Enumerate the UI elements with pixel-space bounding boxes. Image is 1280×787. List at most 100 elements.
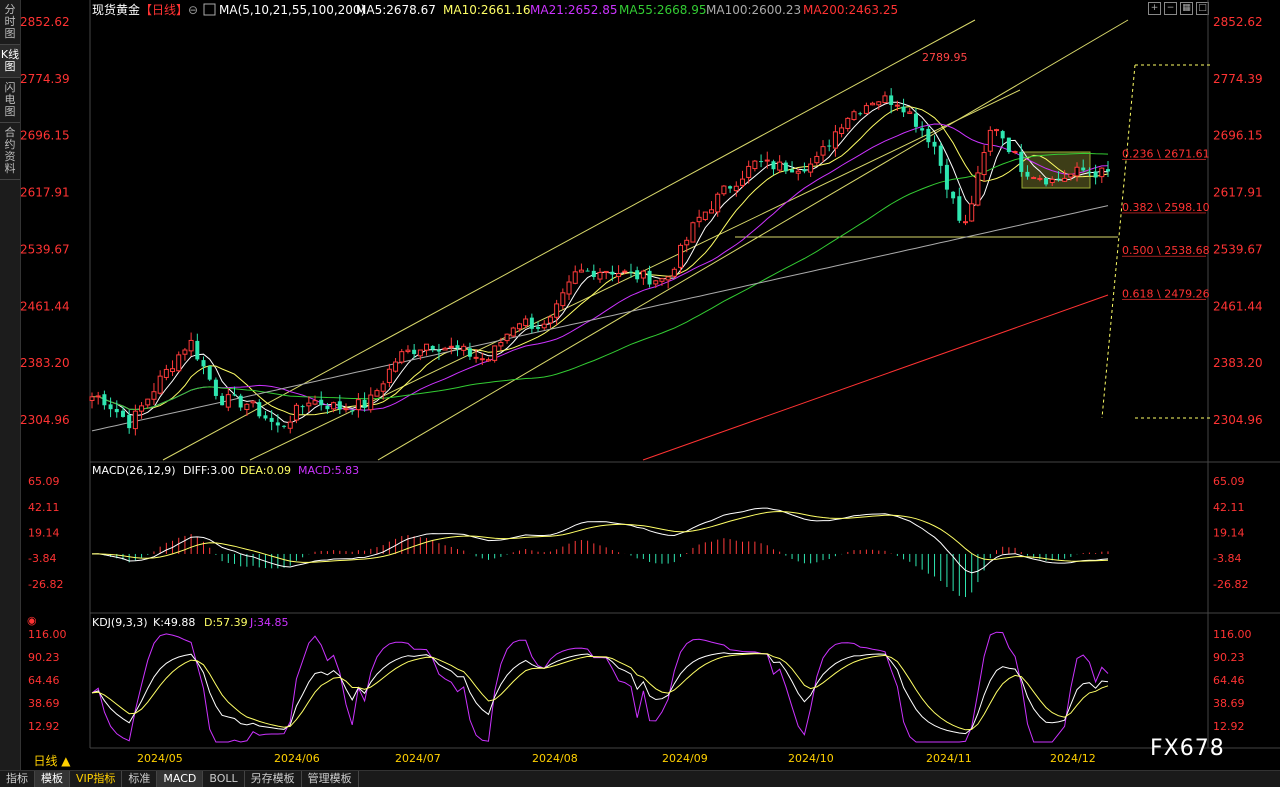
candle-body (913, 113, 918, 127)
candle-body (269, 417, 274, 422)
x-tick-label: 2024/07 (395, 752, 441, 765)
chart-canvas[interactable]: 现货黄金 【日线】 ⊖ MA(5,10,21,55,100,200) MA5:2… (0, 0, 1280, 770)
candle-body (300, 406, 305, 408)
kdj-k-line (91, 652, 1109, 735)
candle-body (845, 117, 851, 129)
candle-body (653, 280, 659, 285)
macd-diff-line (91, 507, 1109, 574)
candle-body (207, 366, 212, 380)
candle-body (1025, 171, 1030, 177)
candle-body (498, 342, 504, 347)
macd-legend: MACD(26,12,9) DIFF:3.00 DEA:0.09 MACD:5.… (92, 464, 359, 477)
macd-tick-left: -3.84 (28, 552, 56, 565)
y-tick-left: 2774.39 (20, 72, 70, 86)
tab-vip-indicators[interactable]: VIP指标 (70, 771, 123, 787)
candle-body (1006, 137, 1011, 153)
candle-body (591, 270, 596, 277)
tab-standard[interactable]: 标准 (122, 771, 158, 787)
candle-body (386, 368, 392, 383)
candle-body (665, 276, 671, 281)
y-tick-left: 2617.91 (20, 186, 70, 200)
tab-boll[interactable]: BOLL (203, 771, 245, 787)
candle-body (479, 358, 485, 361)
candle-body (870, 102, 876, 106)
grid-icon[interactable]: ▦ (1180, 2, 1193, 15)
kdj-tick-right: 116.00 (1213, 628, 1252, 641)
tab-manage-templates[interactable]: 管理模板 (302, 771, 359, 787)
candle-body (659, 278, 665, 282)
sidebar-item-kline[interactable]: K线图 (0, 45, 20, 78)
candles (89, 88, 1110, 436)
ma-toggle-icon (203, 3, 216, 16)
candle-body (529, 317, 534, 329)
candle-body (1099, 167, 1105, 178)
y-tick-right: 2774.39 (1213, 72, 1263, 86)
kdj-tick-right: 64.46 (1213, 674, 1245, 687)
candle-body (263, 415, 268, 419)
candle-body (405, 349, 411, 353)
sidebar-item-contract-info[interactable]: 合约资料 (0, 123, 20, 180)
main-legend: 现货黄金 【日线】 ⊖ MA(5,10,21,55,100,200) MA5:2… (92, 2, 898, 17)
tab-indicators[interactable]: 指标 (0, 771, 35, 787)
x-tick-label: 2024/09 (662, 752, 708, 765)
ma-line (91, 123, 1109, 411)
candle-body (157, 375, 163, 394)
ma-line (91, 101, 1109, 424)
kdj-j-line (91, 631, 1109, 743)
candle-body (764, 159, 770, 162)
trend-lines (162, 19, 1129, 461)
x-tick-label: 2024/05 (137, 752, 183, 765)
candle-body (987, 129, 993, 152)
candle-body (343, 408, 349, 411)
sidebar-item-lightning[interactable]: 闪电图 (0, 78, 20, 123)
candle-body (1037, 177, 1043, 180)
candle-body (696, 216, 702, 223)
zoom-out-icon[interactable]: − (1164, 2, 1177, 15)
left-sidebar: 分时图 K线图 闪电图 合约资料 (0, 0, 21, 770)
tab-save-template[interactable]: 另存模板 (245, 771, 302, 787)
kdj-d-line (91, 653, 1109, 731)
crosshair-icon[interactable]: + (1148, 2, 1161, 15)
macd-y-axis: 65.09 65.09 42.11 42.11 19.14 19.14 -3.84 -3.84… (28, 475, 1248, 591)
candle-body (863, 105, 869, 114)
candle-body (188, 339, 194, 352)
main-y-axis: 2852.62 2852.62 2774.39 2774.39 2696.15 2696.… (20, 15, 1263, 427)
y-tick-right: 2304.96 (1213, 413, 1263, 427)
candle-body (1106, 169, 1110, 172)
candle-body (120, 410, 125, 417)
period-selector[interactable]: 日线 ▲ (33, 754, 71, 768)
period-label: 【日线】 (140, 3, 188, 17)
tab-macd[interactable]: MACD (157, 771, 204, 787)
candle-body (858, 113, 863, 115)
macd-tick-left: -26.82 (28, 578, 63, 591)
ma200-line (642, 294, 1109, 461)
candle-body (1012, 151, 1018, 154)
macd-tick-left: 42.11 (28, 501, 60, 514)
tab-templates[interactable]: 模板 (35, 771, 70, 787)
ma100-value: MA100:2600.23 (706, 3, 801, 17)
candle-body (901, 106, 906, 113)
candle-body (355, 399, 361, 411)
candle-body (894, 104, 900, 107)
ma5-value: MA5:2678.67 (356, 3, 436, 17)
candle-body (312, 400, 318, 405)
candle-body (554, 303, 560, 318)
y-tick-left: 2383.20 (20, 356, 70, 370)
candle-body (306, 402, 312, 407)
candle-body (610, 271, 615, 275)
candle-body (578, 269, 584, 273)
candle-body (771, 161, 776, 170)
candle-body (926, 128, 931, 143)
candle-body (293, 404, 299, 421)
candle-body (622, 270, 628, 273)
ma-line (91, 106, 1109, 416)
fib-labels: 0.236 \ 2671.61 0.382 \ 2598.10 0.500 \ 25… (1122, 148, 1210, 300)
sidebar-item-timeshare[interactable]: 分时图 (0, 0, 20, 45)
fib-level-label: 0.236 \ 2671.61 (1122, 148, 1210, 161)
candle-body (628, 271, 633, 273)
candle-body (238, 395, 243, 408)
high-price-label: 2789.95 (922, 51, 968, 64)
candle-body (827, 145, 832, 147)
candle-body (1019, 151, 1024, 172)
candle-body (145, 398, 151, 406)
